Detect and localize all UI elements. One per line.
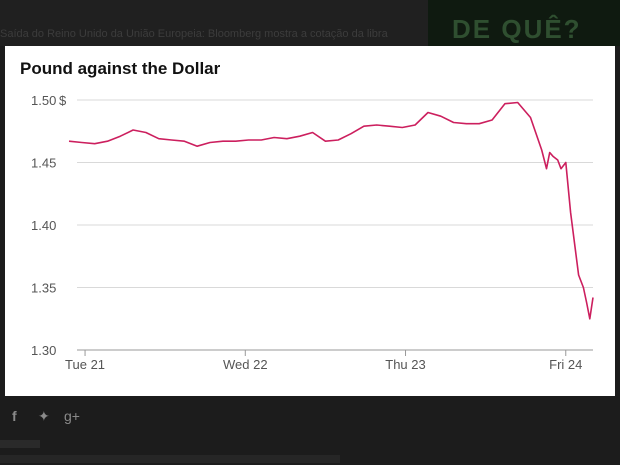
y-tick-label: 1.35	[31, 281, 56, 296]
y-tick-label: 1.40	[31, 218, 56, 233]
y-tick-label: 1.30	[31, 343, 56, 358]
x-tick-label: Thu 23	[385, 357, 425, 372]
line-chart: 1.50 1.45 1.40 1.35 1.30 $ Tue 21 Wed 22 Thu 23 F…	[31, 93, 594, 372]
chart-title: Pound against the Dollar	[20, 59, 221, 78]
twitter-icon[interactable]: ✦	[38, 408, 50, 424]
background-label	[0, 440, 40, 448]
background-text-line	[0, 455, 340, 463]
y-unit-label: $	[59, 93, 67, 108]
background-caption: Saída do Reino Unido da União Europeia: …	[0, 28, 388, 40]
google-plus-icon[interactable]: g+	[64, 408, 80, 424]
y-tick-label: 1.45	[31, 156, 56, 171]
x-tick-label: Fri 24	[549, 357, 582, 372]
x-tick-label: Wed 22	[223, 357, 268, 372]
background-footer	[0, 396, 620, 465]
chart-card: Pound against the Dollar 1.50 1.45 1.40 1.3…	[5, 46, 615, 396]
background-thumbnail: DE QUÊ?	[428, 0, 620, 46]
background-thumbnail-text: DE QUÊ?	[452, 14, 582, 44]
x-tick-label: Tue 21	[65, 357, 105, 372]
y-tick-label: 1.50	[31, 93, 56, 108]
facebook-icon[interactable]: f	[12, 408, 17, 424]
series-line	[68, 101, 594, 320]
